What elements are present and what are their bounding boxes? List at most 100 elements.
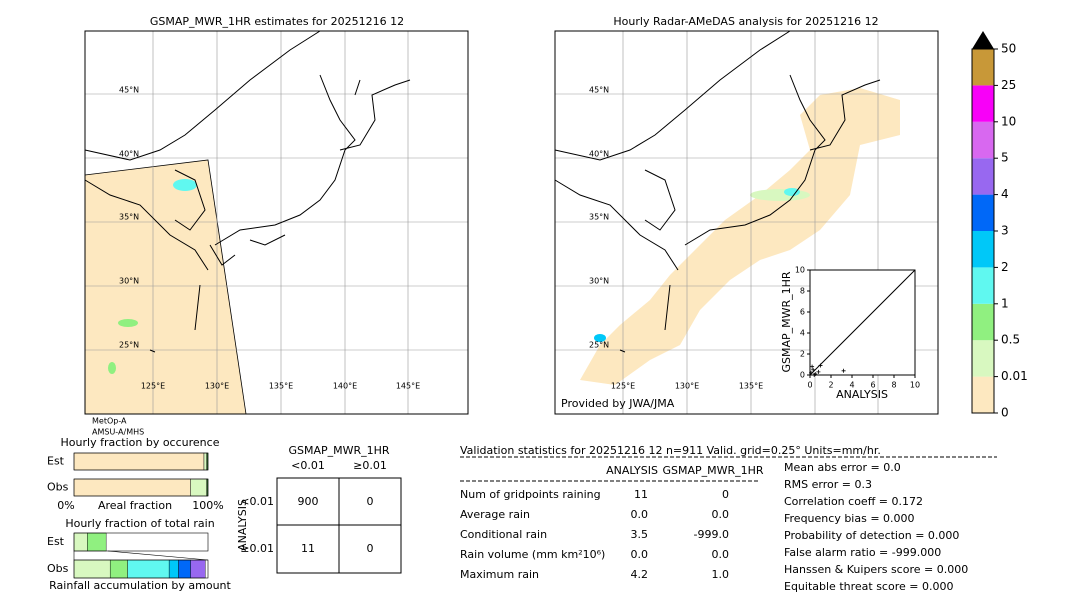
fraction-segment — [168, 559, 179, 579]
coastline — [84, 30, 411, 353]
stat-label: Maximum rain — [460, 568, 539, 581]
fraction-segment — [87, 532, 107, 552]
stat-value: 0.0 — [631, 548, 649, 561]
col-header: ANALYSIS — [606, 464, 658, 477]
col-label: <0.01 — [291, 459, 325, 472]
rain-patch — [108, 362, 116, 374]
row-label: Obs — [47, 562, 69, 575]
x-tick-label: 2 — [828, 381, 833, 390]
rain-patch — [784, 188, 800, 196]
colorbar-cell — [972, 303, 994, 341]
colorbar-label: 10 — [1001, 114, 1016, 128]
colorbar-cell — [972, 194, 994, 231]
cell: 900 — [298, 495, 319, 508]
satellite-label: MetOp-A — [92, 417, 127, 426]
rain-patch — [594, 334, 606, 342]
colorbar-cell — [972, 340, 994, 377]
fraction-segment — [73, 532, 88, 552]
score: Mean abs error = 0.0 — [784, 461, 901, 474]
row-label: Est — [47, 455, 65, 468]
panel-title: Hourly fraction of total rain — [65, 517, 214, 530]
lat-label: 25°N — [589, 341, 609, 350]
map-title: Hourly Radar-AMeDAS analysis for 2025121… — [613, 15, 878, 28]
fraction-segment — [127, 559, 170, 579]
fraction-segment — [203, 452, 207, 471]
x-tick-label: 4 — [849, 381, 854, 390]
stat-value: 1.0 — [712, 568, 730, 581]
lon-label: 135°E — [269, 382, 293, 391]
y-tick-label: 0 — [800, 371, 805, 380]
point — [818, 363, 823, 368]
lat-label: 40°N — [589, 150, 609, 159]
score: False alarm ratio = -999.000 — [784, 546, 941, 559]
cell: 0 — [367, 542, 374, 555]
colorbar-cell — [972, 231, 994, 268]
lon-label: 135°E — [739, 382, 763, 391]
map-title: GSMAP_MWR_1HR estimates for 20251216 12 — [150, 15, 404, 28]
rain-patch — [750, 189, 810, 201]
satellite-label: AMSU-A/MHS — [92, 428, 144, 437]
point — [809, 370, 814, 375]
colorbar-label: 4 — [1001, 187, 1009, 201]
point — [812, 373, 817, 377]
stat-value: 0 — [722, 488, 729, 501]
x-tick-label: 6 — [870, 381, 875, 390]
axis-label: Areal fraction — [98, 499, 172, 512]
lat-label: 35°N — [119, 213, 139, 222]
stat-label: Average rain — [460, 508, 530, 521]
colorbar-label: 0 — [1001, 406, 1009, 420]
colorbar-label: 3 — [1001, 224, 1009, 238]
colorbar-label: 5 — [1001, 151, 1009, 165]
colorbar-extend — [972, 31, 994, 49]
x-tick-label: 10 — [910, 381, 920, 390]
point — [816, 369, 821, 374]
lon-label: 130°E — [205, 382, 229, 391]
axis-right: 100% — [192, 499, 223, 512]
cell: 0 — [367, 495, 374, 508]
stats-title: Validation statistics for 20251216 12 n=… — [460, 444, 881, 457]
coastline — [554, 30, 881, 353]
x-tick-label: 8 — [891, 381, 896, 390]
colorbar-label: 25 — [1001, 78, 1016, 92]
map-frame — [554, 30, 939, 415]
colorbar-label: 2 — [1001, 260, 1009, 274]
lat-label: 45°N — [119, 86, 139, 95]
swath-edge — [84, 159, 247, 415]
lat-label: 35°N — [589, 213, 609, 222]
lat-label: 30°N — [119, 277, 139, 286]
point — [811, 367, 816, 372]
y-tick-label: 2 — [800, 350, 805, 359]
fraction-segment — [73, 559, 111, 579]
stat-value: 4.2 — [631, 568, 649, 581]
y-tick-label: 4 — [800, 329, 805, 338]
y-axis-label: GSMAP_MWR_1HR — [780, 271, 793, 372]
lat-label: 45°N — [589, 86, 609, 95]
fraction-segment — [73, 478, 191, 497]
score: Hanssen & Kuipers score = 0.000 — [784, 563, 968, 576]
score: Correlation coeff = 0.172 — [784, 495, 923, 508]
y-tick-label: 8 — [800, 287, 805, 296]
stat-value: 11 — [634, 488, 648, 501]
fraction-segment — [109, 559, 128, 579]
lon-label: 125°E — [611, 382, 635, 391]
fraction-segment — [190, 478, 207, 497]
row-title: ANALYSIS — [236, 499, 249, 551]
row-label: Obs — [47, 481, 69, 494]
y-tick-label: 10 — [795, 266, 805, 275]
stat-value: -999.0 — [694, 528, 729, 541]
bar-frame — [73, 532, 209, 552]
colorbar-cell — [972, 121, 994, 159]
contingency-grid — [276, 477, 402, 574]
colorbar-label: 0.5 — [1001, 333, 1020, 347]
col-label: ≥0.01 — [353, 459, 387, 472]
stat-value: 0.0 — [712, 508, 730, 521]
bar-frame — [73, 478, 209, 497]
stat-value: 3.5 — [631, 528, 649, 541]
fraction-segment — [178, 559, 191, 579]
x-tick-label: 0 — [807, 381, 812, 390]
credit: Provided by JWA/JMA — [561, 397, 675, 410]
y-tick-label: 6 — [800, 308, 805, 317]
one-to-one-line — [809, 269, 916, 376]
lon-label: 125°E — [141, 382, 165, 391]
